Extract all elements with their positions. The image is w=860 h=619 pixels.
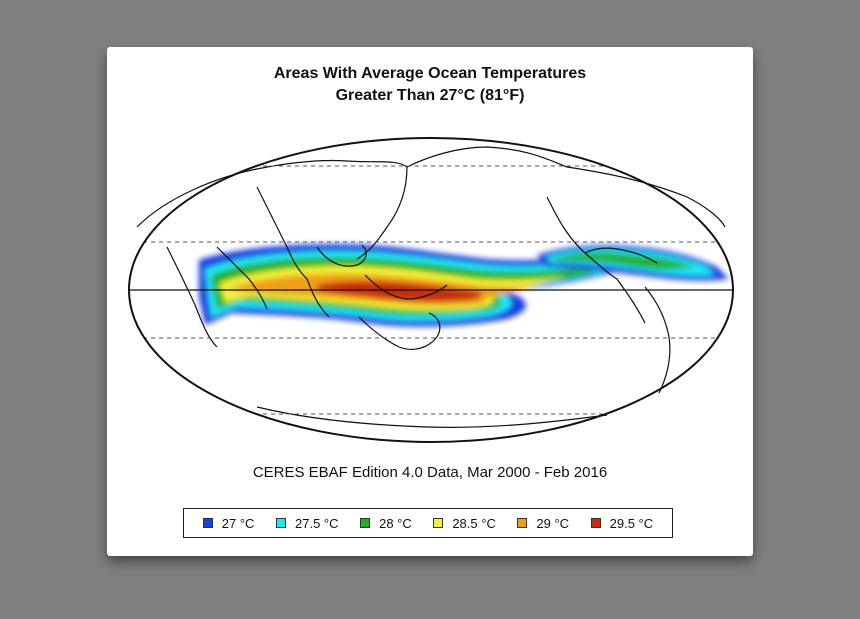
legend-label: 28.5 °C [452,515,496,531]
legend-swatch [433,518,444,528]
legend-item: 27 °C [202,515,255,531]
chart-title-line1: Areas With Average Ocean Temperatures [273,65,587,82]
globe-outline [128,137,734,443]
reference-latitudes [129,165,733,415]
coastlines [136,146,726,428]
data-source-caption: CERES EBAF Edition 4.0 Data, Mar 2000 - … [252,464,608,481]
legend-label: 28 °C [379,515,412,531]
legend-item: 28 °C [360,516,412,531]
world-map [128,137,734,443]
legend-label: 27.5 °C [295,515,339,531]
legend-item: 28.5 °C [433,516,496,531]
legend-label: 27 °C [221,515,255,531]
legend-swatch [590,518,601,528]
legend-swatch [276,518,287,528]
warm-pool-field [199,244,729,327]
figure-card: Areas With Average Ocean Temperatures Gr… [107,47,753,556]
legend: 27 °C 27.5 °C 28 °C 28.5 °C 29 °C 29.5 °… [183,508,673,538]
legend-label: 29 °C [536,515,570,531]
legend-label: 29.5 °C [609,515,654,531]
legend-swatch [360,518,371,528]
legend-item: 29.5 °C [590,515,654,531]
legend-item: 29 °C [517,516,569,531]
chart-title-line2: Greater Than 27°C (81°F) [335,87,525,104]
legend-swatch [517,518,528,528]
legend-swatch [202,518,213,528]
legend-item: 27.5 °C [276,516,339,531]
